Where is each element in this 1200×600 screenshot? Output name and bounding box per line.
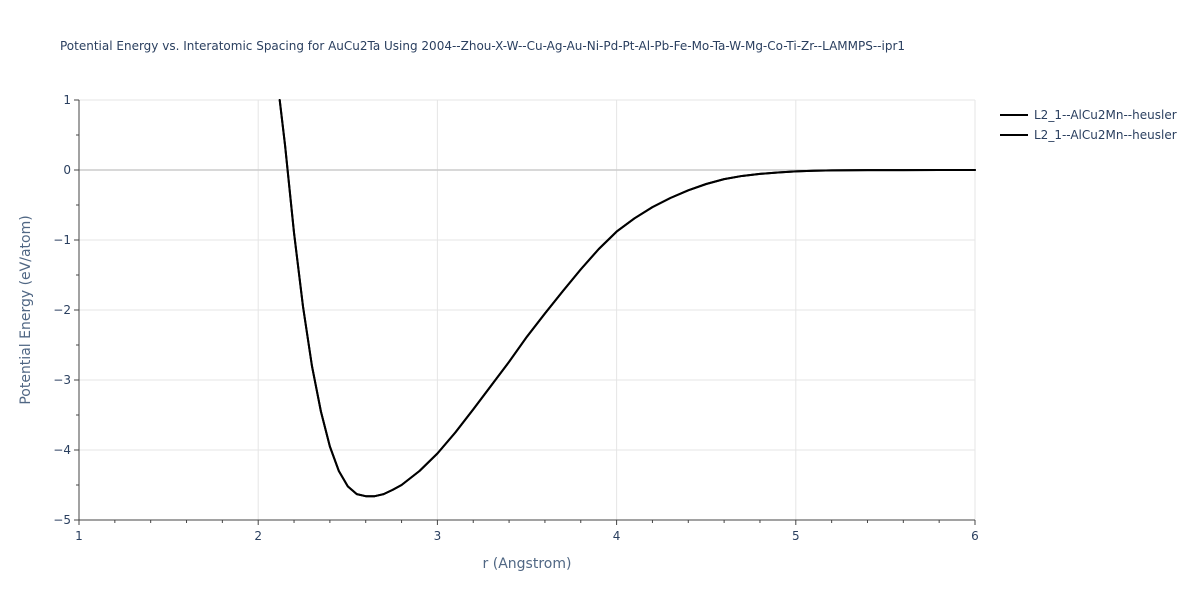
y-tick-label: 1 (63, 93, 71, 107)
axis-layer: 1 2 3 4 5 6 1 0 −1 −2 −3 −4 −5 (53, 93, 979, 543)
series-layer (278, 99, 976, 498)
legend-label: L2_1--AlCu2Mn--heusler (1034, 108, 1177, 122)
x-tick-label: 5 (792, 529, 800, 543)
series-line-1 (278, 99, 976, 498)
legend-label: L2_1--AlCu2Mn--heusler (1034, 128, 1177, 142)
y-axis-title: Potential Energy (eV/atom) (18, 215, 34, 404)
legend[interactable]: L2_1--AlCu2Mn--heusler L2_1--AlCu2Mn--heu… (1000, 108, 1177, 142)
chart-title: Potential Energy vs. Interatomic Spacing… (60, 39, 905, 53)
x-tick-label: 3 (434, 529, 442, 543)
y-tick-label: −5 (53, 513, 71, 527)
legend-item-1[interactable]: L2_1--AlCu2Mn--heusler (1000, 108, 1177, 122)
y-tick-label: −3 (53, 373, 71, 387)
x-axis-title: r (Angstrom) (483, 556, 572, 572)
x-tick-label: 2 (254, 529, 262, 543)
x-tick-label: 4 (613, 529, 621, 543)
y-tick-label: −2 (53, 303, 71, 317)
y-tick-label: −4 (53, 443, 71, 457)
grid-layer (79, 99, 976, 520)
y-tick-label: −1 (53, 233, 71, 247)
series-line-2 (278, 99, 976, 498)
legend-item-2[interactable]: L2_1--AlCu2Mn--heusler (1000, 128, 1177, 142)
y-tick-label: 0 (63, 163, 71, 177)
x-tick-label: 1 (75, 529, 83, 543)
x-tick-label: 6 (971, 529, 979, 543)
